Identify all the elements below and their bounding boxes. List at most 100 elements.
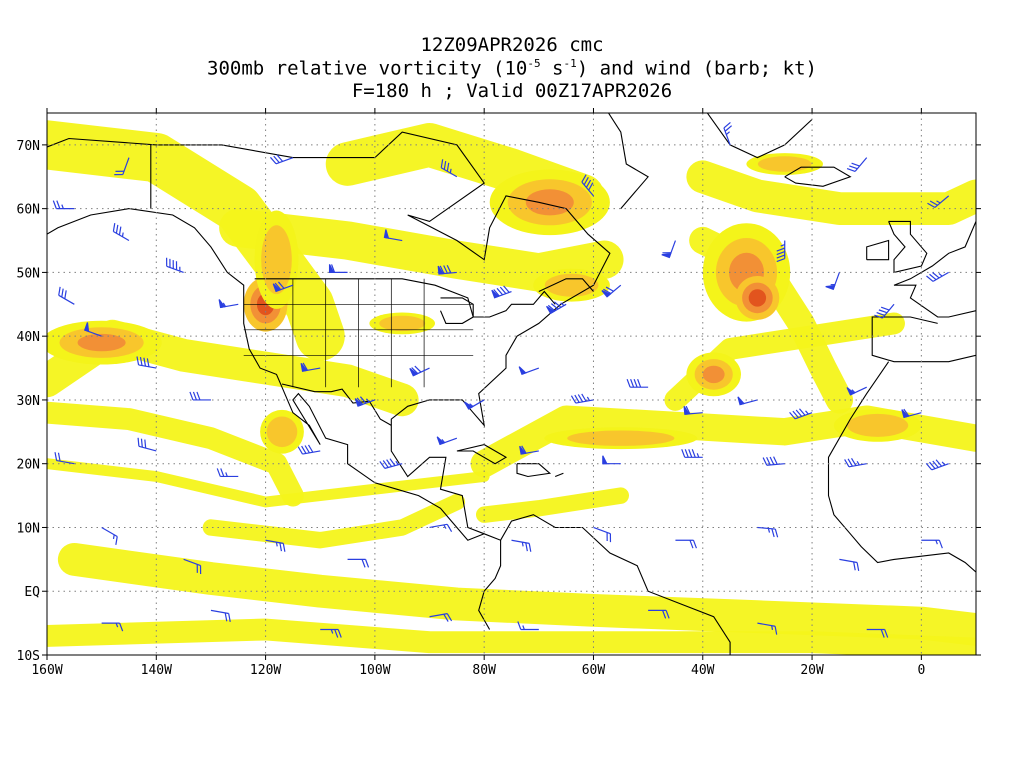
barb-flag bbox=[54, 452, 58, 461]
barb-flag bbox=[723, 121, 731, 129]
barb-half-flag bbox=[395, 460, 399, 466]
wind-barb bbox=[300, 362, 321, 372]
subtitle-exponent-2: -1 bbox=[563, 57, 577, 70]
wind-barb bbox=[921, 539, 943, 549]
wind-barb bbox=[681, 449, 703, 458]
barb-pennant bbox=[354, 398, 363, 407]
barb-flag bbox=[849, 165, 858, 170]
wind-barb bbox=[210, 609, 231, 622]
wind-barb bbox=[825, 272, 840, 291]
barb-flag bbox=[880, 629, 885, 638]
coastline bbox=[456, 444, 508, 465]
barb-staff bbox=[210, 609, 229, 615]
barb-flag bbox=[876, 311, 885, 316]
barb-flag bbox=[220, 468, 225, 477]
barb-flag bbox=[776, 254, 785, 259]
subtitle-part-c: ) and wind (barb; kt) bbox=[576, 57, 817, 80]
barb-flag bbox=[577, 394, 584, 403]
barb-flag bbox=[521, 445, 527, 454]
barb-flag bbox=[581, 174, 587, 183]
barb-flag bbox=[856, 562, 860, 571]
barb-flag bbox=[685, 405, 691, 415]
barb-half-flag bbox=[935, 540, 938, 545]
barb-flag bbox=[626, 378, 631, 388]
barb-pennant bbox=[300, 362, 308, 372]
wind-barb bbox=[602, 455, 621, 465]
barb-flag bbox=[279, 542, 283, 552]
barb-staff bbox=[275, 157, 294, 165]
barb-flag bbox=[274, 282, 282, 291]
wind-barb bbox=[626, 378, 649, 388]
barb-flag bbox=[304, 445, 310, 454]
barb-flag bbox=[276, 154, 284, 162]
barb-staff bbox=[166, 265, 184, 273]
barb-staff bbox=[511, 539, 530, 544]
wind-barb bbox=[112, 223, 130, 242]
barb-flag bbox=[692, 540, 698, 549]
barb-half-flag bbox=[121, 232, 124, 237]
wind-barb bbox=[789, 408, 813, 420]
barb-half-flag bbox=[449, 168, 452, 174]
wind-barb bbox=[183, 558, 202, 575]
wind-barb bbox=[757, 526, 779, 538]
barb-flag bbox=[439, 265, 445, 274]
barb-flag bbox=[269, 156, 277, 165]
coastline bbox=[516, 463, 552, 478]
wind-barb bbox=[328, 264, 348, 274]
barb-flag bbox=[115, 224, 119, 234]
barb-pennant bbox=[491, 289, 500, 299]
barb-flag bbox=[574, 394, 580, 403]
wind-barb bbox=[648, 609, 670, 619]
wind-barb bbox=[675, 539, 698, 549]
barb-flag bbox=[382, 460, 389, 468]
coastline bbox=[47, 208, 485, 541]
subtitle-exponent-1: -5 bbox=[527, 57, 541, 70]
wind-barb bbox=[926, 271, 949, 282]
barb-flag bbox=[932, 272, 940, 279]
barb-half-flag bbox=[222, 302, 226, 307]
wind-barb bbox=[518, 366, 540, 375]
barb-flag bbox=[774, 626, 778, 635]
barb-flag bbox=[603, 288, 612, 295]
barb-staff bbox=[138, 364, 157, 369]
barb-staff bbox=[101, 526, 118, 537]
wind-barb bbox=[320, 628, 342, 638]
barb-flag bbox=[189, 391, 194, 401]
wind-barb bbox=[901, 408, 922, 419]
barb-flag bbox=[118, 226, 122, 236]
barb-flag bbox=[302, 362, 308, 371]
barb-staff bbox=[723, 127, 731, 146]
subtitle-part-a: 300mb relative vorticity (10 bbox=[207, 57, 528, 80]
barb-half-flag bbox=[941, 461, 946, 466]
barb-flag bbox=[58, 286, 61, 296]
barb-pennant bbox=[737, 396, 745, 406]
barb-half-flag bbox=[767, 528, 771, 533]
lon-tick-label: 140W bbox=[141, 663, 172, 678]
barb-flag bbox=[115, 536, 118, 545]
barb-flag bbox=[146, 358, 150, 367]
wind-barb bbox=[101, 526, 118, 545]
barb-half-flag bbox=[560, 302, 565, 307]
barb-flag bbox=[334, 629, 339, 638]
coastlines bbox=[47, 113, 976, 655]
barb-pennant bbox=[218, 299, 226, 309]
barb-flag bbox=[769, 456, 775, 465]
lon-tick-label: 60W bbox=[582, 663, 606, 678]
wind-barb bbox=[437, 264, 457, 275]
barb-half-flag bbox=[330, 629, 334, 634]
barb-flag bbox=[774, 528, 779, 538]
barb-flag bbox=[136, 356, 140, 366]
barb-staff bbox=[757, 526, 776, 530]
barb-pennant bbox=[601, 290, 612, 298]
barb-half-flag bbox=[275, 542, 278, 547]
barb-flag bbox=[874, 314, 883, 319]
barb-staff bbox=[58, 294, 75, 305]
barb-flag bbox=[691, 449, 696, 458]
barb-half-flag bbox=[441, 439, 446, 444]
barb-flag bbox=[140, 438, 143, 448]
barb-flag bbox=[192, 391, 198, 401]
coastline bbox=[871, 316, 976, 363]
wind-barb bbox=[683, 405, 703, 415]
barb-flag bbox=[776, 257, 785, 263]
vorticity-contour bbox=[847, 413, 909, 437]
